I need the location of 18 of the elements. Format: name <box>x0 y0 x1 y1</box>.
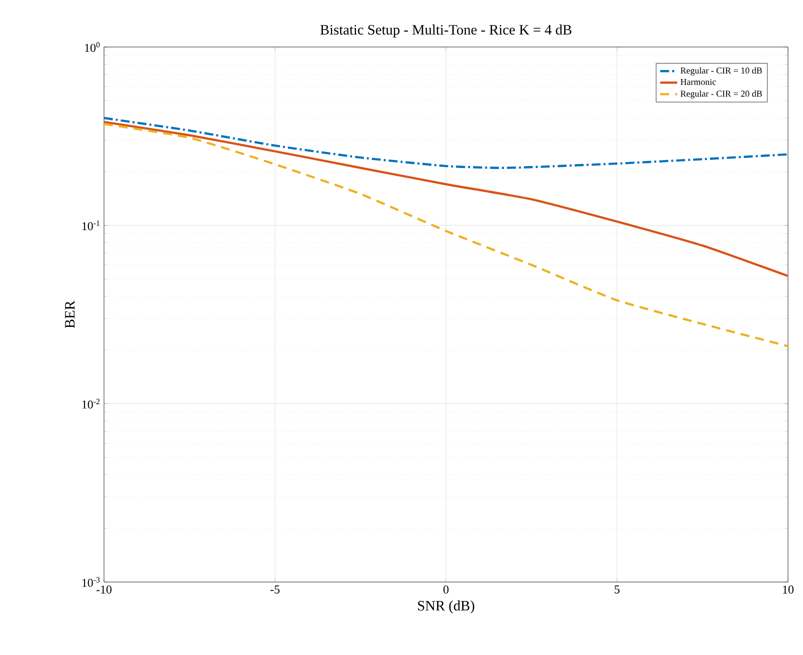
legend-label: Regular - CIR = 20 dB <box>680 90 762 99</box>
chart-title: Bistatic Setup - Multi-Tone - Rice K = 4 dB <box>320 24 572 38</box>
legend-label: Harmonic <box>680 78 716 85</box>
y-tick-label: 10$^{-2}$ <box>82 398 100 409</box>
x-tick-label: 0 <box>443 586 449 594</box>
x-tick-label: 10 <box>783 586 794 594</box>
line-series <box>104 120 788 278</box>
y-tick-label: 10$^{-3}$ <box>82 577 100 587</box>
x-tick-label: -10 <box>96 586 112 594</box>
line-series <box>104 122 788 348</box>
legend-label: Regular - CIR = 10 dB <box>680 67 762 76</box>
y-tick-label: 10$^{-1}$ <box>82 220 100 230</box>
y-tick-label: 10$^{0}$ <box>85 42 100 52</box>
x-tick-label: 5 <box>614 586 620 594</box>
x-tick-label: -5 <box>270 586 280 594</box>
line-series <box>104 116 788 169</box>
x-axis-title: SNR (dB) <box>418 600 474 614</box>
y-axis-title: BER <box>65 300 75 328</box>
